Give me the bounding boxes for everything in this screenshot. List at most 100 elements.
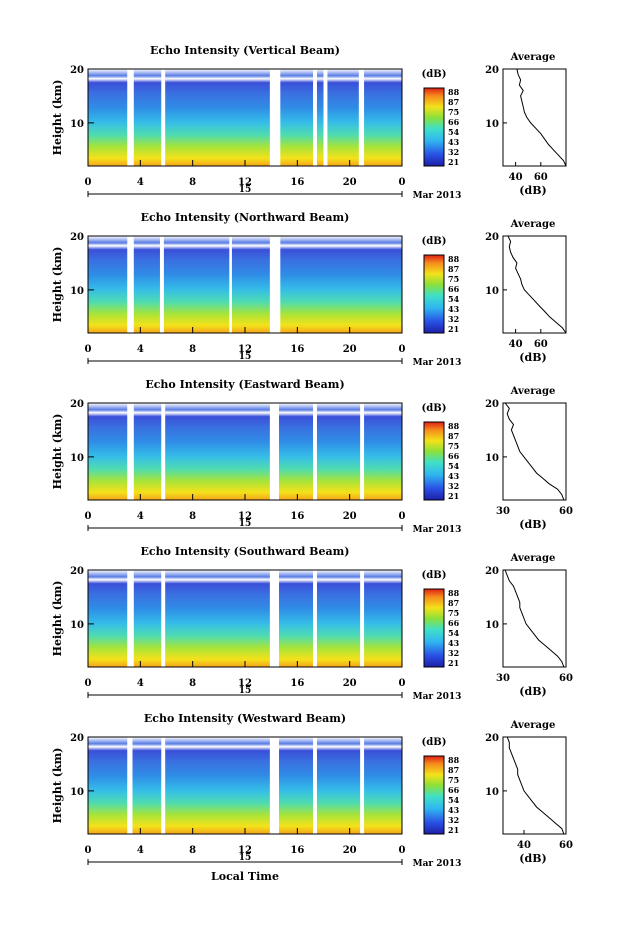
- colorbar-tick-label: 87: [448, 264, 459, 274]
- colorbar-tick-label: 75: [448, 608, 459, 618]
- data-gap: [127, 737, 133, 834]
- avg-frame: [502, 235, 567, 334]
- colorbar-tick-label: 32: [448, 481, 459, 491]
- x-tick-label: 8: [189, 845, 196, 856]
- avg-profile-line: [507, 235, 567, 334]
- avg-y-tick-label: 10: [485, 453, 499, 464]
- panel-title: Echo Intensity (Eastward Beam): [145, 378, 344, 391]
- x-tick-label: 12: [238, 511, 252, 522]
- colorbar-unit: (dB): [422, 403, 447, 414]
- avg-x-label: (dB): [519, 518, 546, 531]
- colorbar-tick-label: 88: [448, 755, 460, 765]
- x-tick-label: 0: [85, 177, 92, 188]
- data-gap: [229, 236, 232, 333]
- data-gap: [161, 403, 166, 500]
- avg-x-tick-label: 60: [559, 840, 573, 851]
- colorbar-tick-label: 32: [448, 314, 459, 324]
- y-axis-label: Height (km): [51, 748, 64, 824]
- panel-5: Echo Intensity (Westward Beam) 20 10 Height…: [51, 712, 573, 869]
- colorbar-tick-label: 54: [448, 127, 460, 137]
- colorbar: [423, 588, 445, 668]
- x-tick-label: 4: [137, 678, 144, 689]
- colorbar-tick-label: 32: [448, 815, 459, 825]
- heatmap-field: [88, 403, 402, 500]
- x-tick-label: 8: [189, 678, 196, 689]
- avg-y-tick-label: 20: [485, 566, 499, 577]
- colorbar-tick-label: 43: [448, 805, 460, 815]
- data-gap: [269, 69, 281, 166]
- x-tick-label: 0: [85, 344, 92, 355]
- panel-4: Echo Intensity (Southward Beam) 20 10 Heigh…: [51, 545, 573, 702]
- avg-y-tick-label: 10: [485, 119, 499, 130]
- x-tick-label: 12: [238, 678, 252, 689]
- heatmap-field: [88, 737, 402, 834]
- colorbar-tick-label: 54: [448, 628, 460, 638]
- day-label: 15: [239, 853, 252, 863]
- avg-y-tick-label: 10: [485, 286, 499, 297]
- y-tick-label: 20: [70, 65, 84, 76]
- colorbar-tick-label: 88: [448, 421, 460, 431]
- data-gap: [360, 403, 365, 500]
- x-tick-label: 20: [343, 511, 357, 522]
- data-gap: [269, 403, 280, 500]
- x-tick-label: 0: [399, 678, 406, 689]
- colorbar-tick-label: 21: [448, 157, 459, 167]
- x-tick-label: 0: [399, 511, 406, 522]
- avg-frame: [502, 402, 567, 501]
- heatmap-field: [88, 236, 402, 333]
- avg-y-tick-label: 10: [485, 620, 499, 631]
- data-gap: [323, 69, 328, 166]
- data-gap: [313, 737, 317, 834]
- x-tick-label: 12: [238, 344, 252, 355]
- data-gap: [358, 69, 365, 166]
- colorbar-tick-label: 87: [448, 431, 459, 441]
- panel-title: Echo Intensity (Southward Beam): [141, 545, 350, 558]
- colorbar-unit: (dB): [422, 69, 447, 80]
- colorbar-tick-label: 32: [448, 648, 459, 658]
- avg-x-tick-label: 40: [509, 339, 523, 350]
- colorbar-tick-label: 66: [448, 117, 460, 127]
- colorbar-tick-label: 75: [448, 441, 459, 451]
- y-axis-label: Height (km): [51, 80, 64, 156]
- avg-frame: [502, 736, 567, 835]
- colorbar: [423, 755, 445, 835]
- date-label: Mar 2013: [413, 859, 462, 869]
- colorbar-tick-label: 87: [448, 97, 459, 107]
- x-tick-label: 0: [85, 511, 92, 522]
- x-tick-label: 8: [189, 177, 196, 188]
- day-label: 15: [239, 352, 252, 362]
- colorbar-tick-label: 43: [448, 638, 460, 648]
- data-gap: [159, 236, 164, 333]
- avg-profile-line: [506, 736, 565, 835]
- y-tick-label: 10: [70, 453, 84, 464]
- y-axis-label: Height (km): [51, 247, 64, 323]
- colorbar-tick-label: 21: [448, 324, 459, 334]
- data-gap: [360, 737, 365, 834]
- avg-profile-line: [504, 402, 565, 501]
- x-axis-label: Local Time: [211, 870, 279, 883]
- colorbar-tick-label: 75: [448, 107, 459, 117]
- x-tick-label: 12: [238, 845, 252, 856]
- colorbar-unit: (dB): [422, 737, 447, 748]
- y-tick-label: 20: [70, 399, 84, 410]
- y-tick-label: 10: [70, 286, 84, 297]
- colorbar-tick-label: 87: [448, 598, 459, 608]
- avg-x-tick-label: 60: [534, 339, 548, 350]
- x-tick-label: 4: [137, 511, 144, 522]
- colorbar-tick-label: 54: [448, 294, 460, 304]
- x-tick-label: 20: [343, 344, 357, 355]
- day-label: 15: [239, 519, 252, 529]
- avg-y-tick-label: 10: [485, 787, 499, 798]
- y-tick-label: 20: [70, 232, 84, 243]
- avg-y-tick-label: 20: [485, 399, 499, 410]
- colorbar: [423, 254, 445, 334]
- heatmap-field: [88, 570, 402, 667]
- avg-title: Average: [510, 219, 556, 230]
- data-gap: [161, 737, 166, 834]
- avg-profile-line: [516, 68, 567, 167]
- y-tick-label: 10: [70, 787, 84, 798]
- panel-2: Echo Intensity (Northward Beam) 20 10 Heigh…: [51, 211, 567, 368]
- date-label: Mar 2013: [413, 191, 462, 201]
- data-gap: [127, 570, 134, 667]
- x-tick-label: 20: [343, 177, 357, 188]
